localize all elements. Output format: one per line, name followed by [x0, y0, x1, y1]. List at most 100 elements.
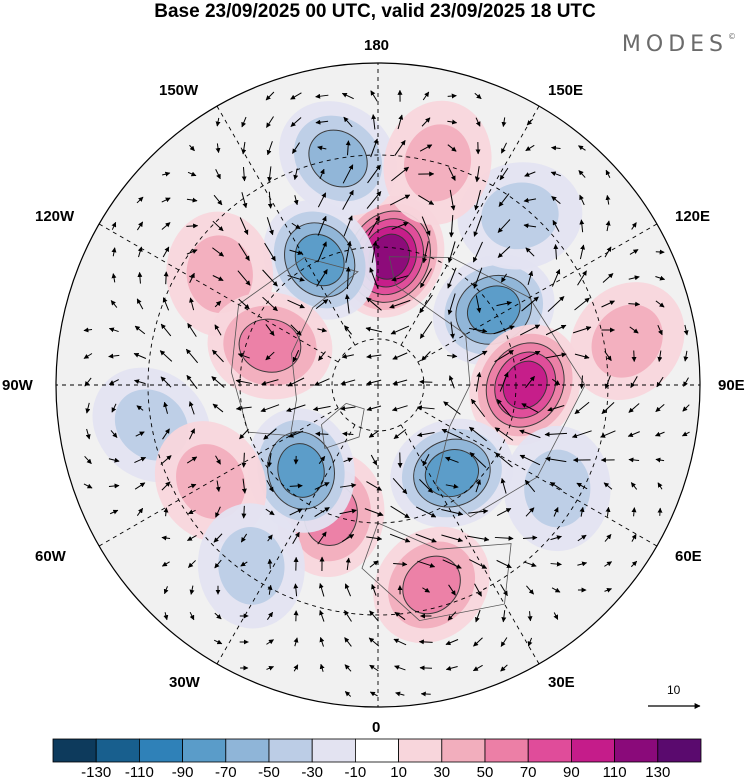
wind-vector	[238, 298, 250, 310]
wind-vector	[163, 401, 169, 414]
wind-vector	[422, 241, 429, 264]
wind-vector	[527, 611, 533, 622]
anomaly-center	[457, 162, 583, 270]
wind-vector	[474, 189, 482, 211]
wind-vector	[287, 274, 305, 282]
wind-vector	[574, 297, 590, 311]
wind-vector	[525, 247, 535, 257]
wind-vector	[293, 168, 299, 181]
anomaly-center	[207, 292, 333, 400]
wind-vector	[111, 247, 117, 257]
wind-vector	[342, 431, 354, 437]
colorbar-swatch	[398, 738, 443, 763]
wind-vector	[286, 404, 306, 413]
wind-vector	[419, 144, 433, 152]
wind-vector	[631, 507, 637, 517]
wind-vector	[494, 349, 514, 363]
wind-vector	[628, 275, 640, 281]
wind-vector	[185, 348, 199, 364]
wind-vector	[292, 531, 300, 544]
wind-vector	[215, 143, 221, 154]
wind-vector	[605, 169, 611, 178]
wind-vector	[418, 195, 435, 205]
wind-vector	[527, 637, 533, 647]
lon-label-120w: 120W	[35, 208, 75, 225]
lon-label-90w: 90W	[2, 377, 33, 394]
wind-vector	[235, 405, 252, 411]
coastline	[321, 402, 365, 449]
wind-vector	[683, 350, 689, 362]
wind-vector	[367, 216, 381, 236]
wind-vector	[579, 244, 586, 260]
wind-vector	[605, 506, 611, 517]
wind-vector	[497, 246, 511, 258]
wind-vector	[579, 219, 585, 233]
wind-vector	[475, 117, 481, 127]
wind-vector	[344, 664, 352, 672]
wind-vector	[419, 294, 433, 314]
wind-vector	[371, 584, 377, 596]
wind-vector	[293, 195, 299, 206]
wind-vector	[289, 508, 303, 516]
wind-vector	[108, 379, 119, 385]
wind-vector	[287, 299, 305, 309]
wind-vector	[549, 481, 562, 491]
wind-vector	[291, 222, 301, 230]
wind-vector	[344, 325, 352, 335]
wind-vector	[366, 379, 382, 386]
wind-vector	[655, 403, 665, 413]
wind-vector	[108, 483, 120, 489]
wind-vector	[212, 403, 224, 413]
wind-vector	[317, 215, 327, 236]
wind-vector	[631, 533, 637, 542]
wind-vector	[448, 375, 455, 389]
wind-vector	[186, 374, 198, 389]
wind-vector	[342, 164, 354, 184]
wind-vector	[240, 533, 248, 543]
wind-vector	[215, 117, 221, 127]
wind-vector	[292, 142, 300, 154]
wind-vector	[161, 561, 170, 567]
wind-vector	[215, 506, 221, 518]
wind-vector	[550, 171, 561, 177]
wind-vector	[368, 637, 380, 647]
wind-vector	[447, 267, 457, 289]
wind-vector	[521, 296, 539, 312]
wind-vector	[603, 482, 613, 490]
wind-vector	[186, 223, 199, 229]
wind-vector	[189, 272, 195, 283]
wind-vector	[214, 300, 222, 308]
meridian	[417, 407, 658, 547]
wind-vector	[266, 611, 274, 620]
wind-vector	[468, 508, 489, 514]
wind-vector	[318, 351, 326, 361]
wind-vector	[389, 194, 411, 206]
wind-vector	[552, 219, 560, 232]
wind-vector	[550, 535, 562, 541]
wind-vector	[343, 215, 353, 237]
wind-vector	[266, 639, 274, 645]
wind-vector	[344, 610, 352, 622]
lon-label-30e: 30E	[548, 674, 575, 691]
wind-vector	[214, 559, 222, 569]
wind-vector	[469, 452, 487, 468]
wind-vector	[161, 222, 171, 230]
wind-vector	[262, 296, 278, 312]
wind-vector	[343, 116, 353, 128]
wind-vector	[108, 457, 120, 463]
wind-vector	[108, 353, 120, 359]
wind-vector	[630, 560, 638, 568]
wind-vector	[366, 481, 383, 491]
wind-vector	[161, 481, 171, 491]
wind-vector	[317, 192, 327, 208]
wind-vector	[421, 117, 431, 127]
wind-vector	[212, 220, 224, 232]
wind-vector	[371, 114, 377, 130]
wind-vector	[371, 240, 378, 263]
lon-label-30w: 30W	[169, 674, 200, 691]
wind-vector	[600, 430, 616, 438]
wind-vector	[345, 240, 352, 263]
lon-label-0: 0	[372, 719, 381, 736]
wind-vector	[266, 480, 274, 493]
wind-vector	[418, 639, 433, 645]
